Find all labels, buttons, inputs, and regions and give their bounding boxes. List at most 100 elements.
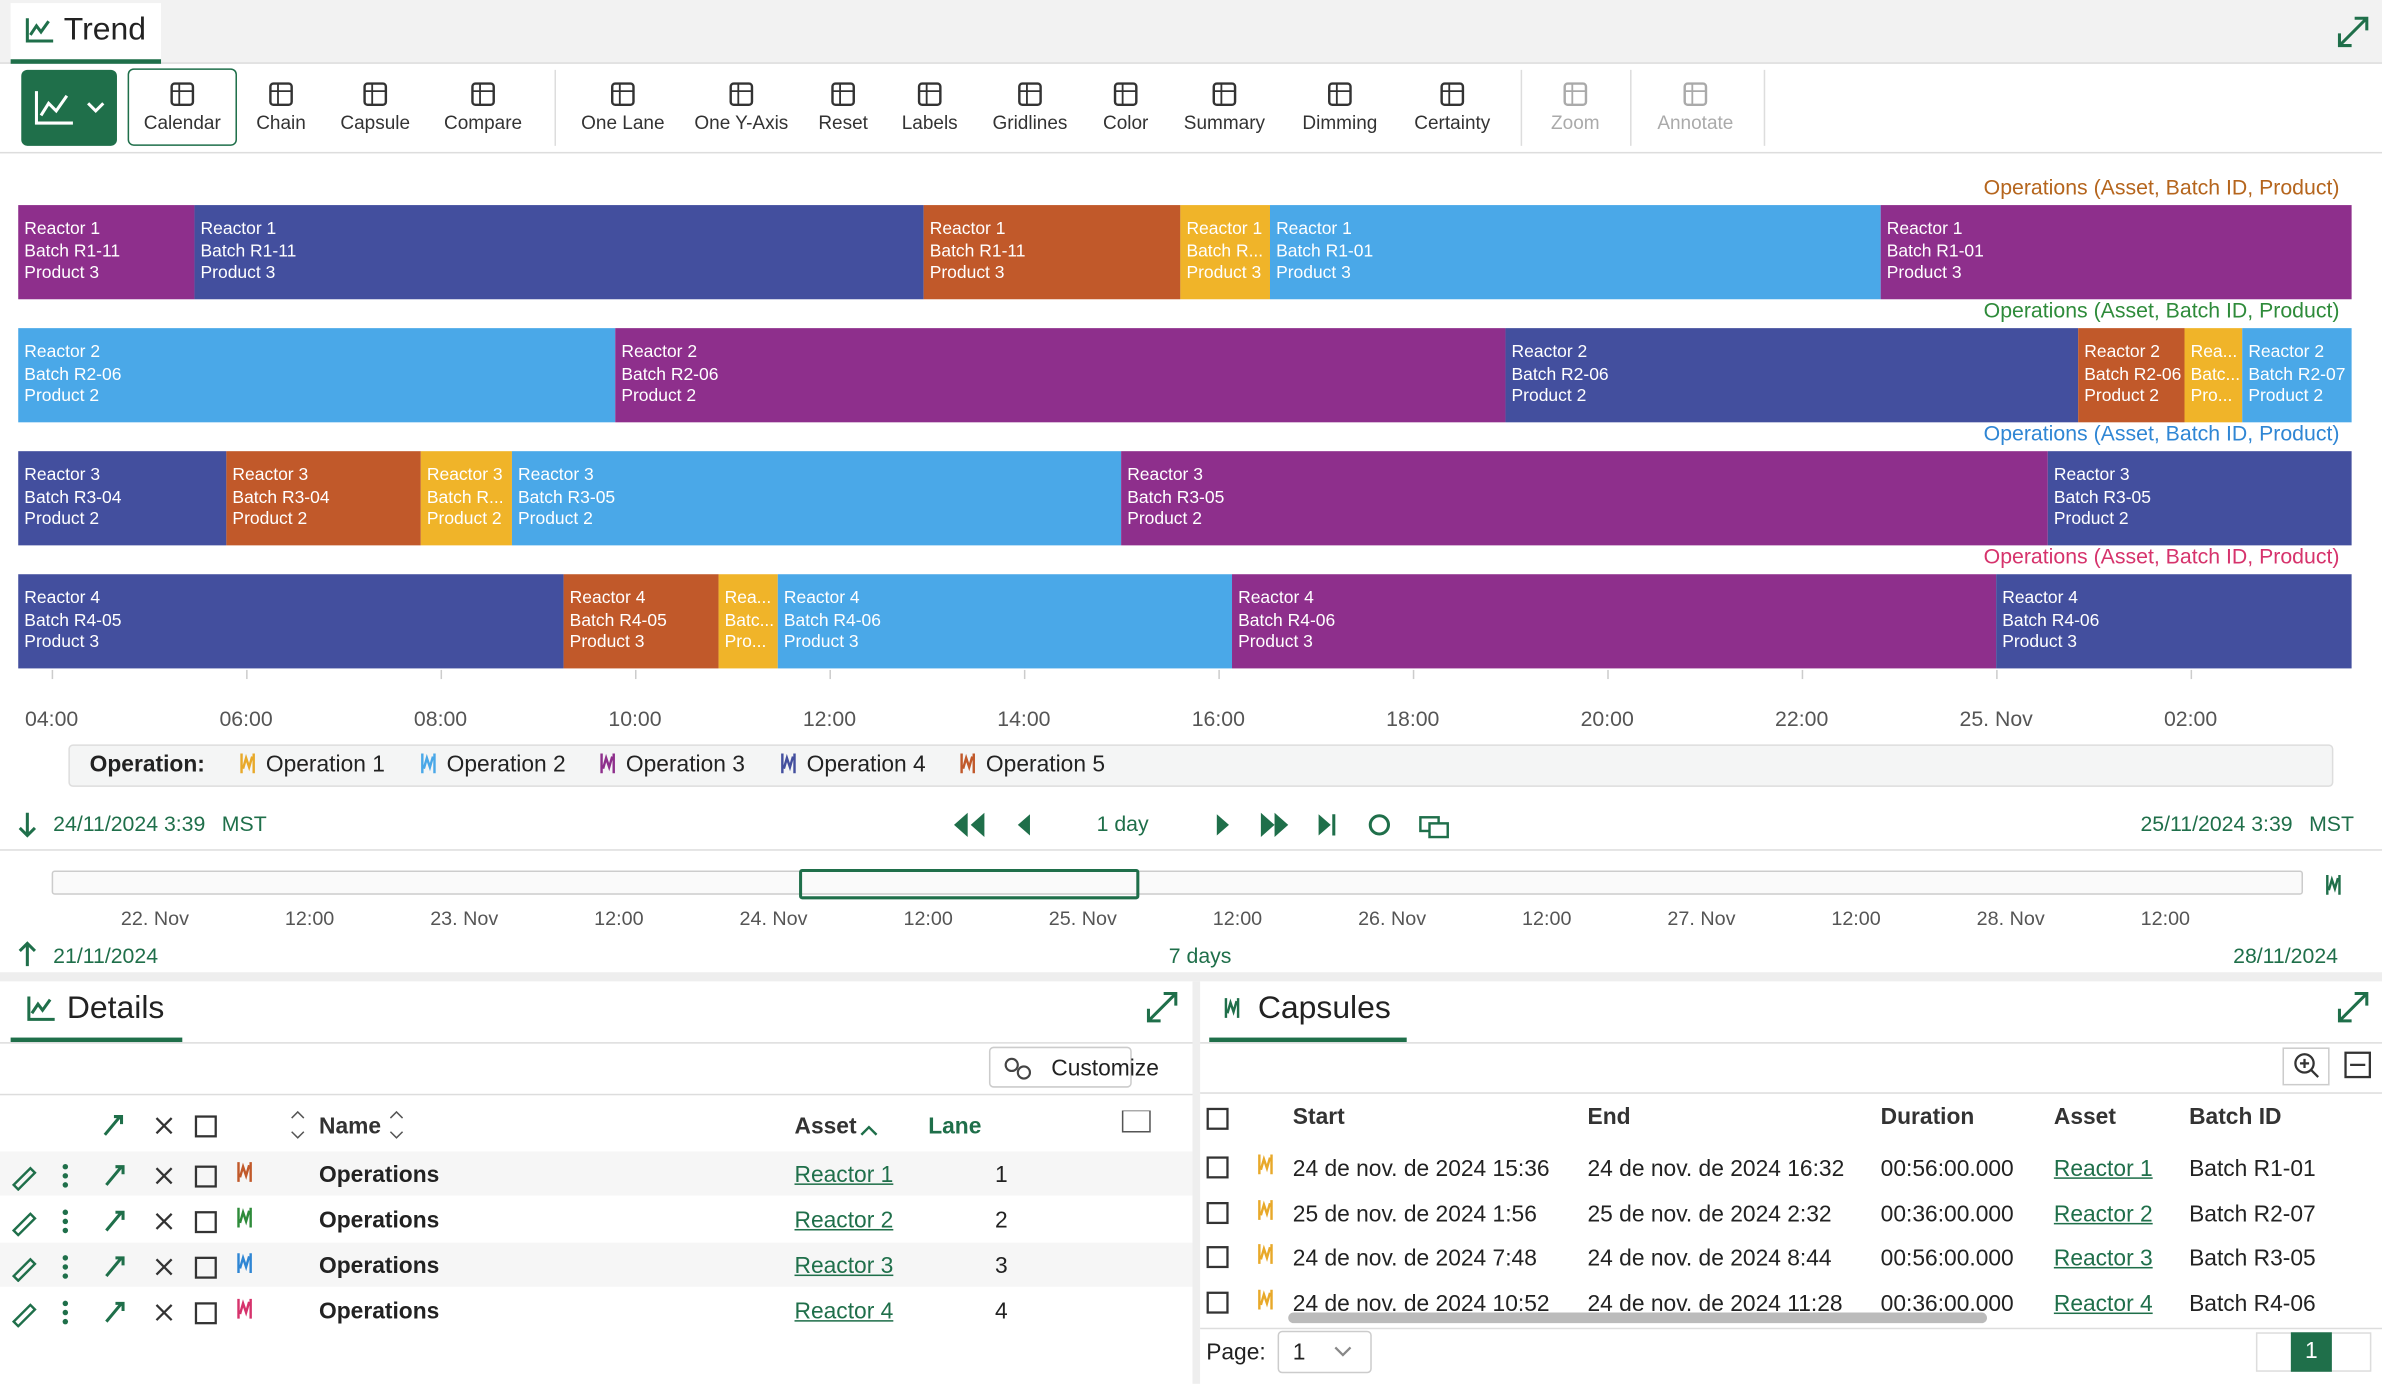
toolbar-button[interactable]: Color <box>1102 112 1149 134</box>
capsule-cell[interactable]: Reactor 4 <box>2053 1290 2153 1317</box>
capsule-bar[interactable]: Reactor 2 Batch R2-06 Product 2 <box>2078 328 2185 423</box>
capsule-cell[interactable]: Reactor 3 <box>2053 1245 2153 1272</box>
column-header[interactable]: Start <box>1292 1104 1345 1131</box>
row-actions[interactable] <box>9 1252 222 1283</box>
row-checkbox[interactable] <box>1206 1156 1230 1180</box>
details-tab[interactable] <box>10 984 183 1043</box>
toolbar-button[interactable]: Compare <box>444 112 523 134</box>
toolbar-button[interactable]: One Y-Axis <box>694 112 789 134</box>
toolbar-icon[interactable] <box>1325 79 1355 109</box>
capsule-cell[interactable]: Reactor 1 <box>2053 1156 2153 1182</box>
chart-type-button[interactable] <box>21 69 117 146</box>
toolbar-icon[interactable] <box>1437 79 1467 109</box>
range-nav-controls[interactable] <box>949 808 1458 844</box>
toolbar-button[interactable]: Annotate <box>1657 112 1734 134</box>
column-header[interactable]: Batch ID <box>2189 1104 2282 1131</box>
capsule-bar[interactable]: Reactor 1 Batch R1-11 Product 3 <box>18 205 195 300</box>
navigator-window[interactable] <box>799 868 1140 900</box>
capsule-bar[interactable]: Reactor 4 Batch R4-05 Product 3 <box>563 574 719 669</box>
legend-entry[interactable]: Operation 5 <box>985 751 1106 778</box>
toolbar-button[interactable]: Dimming <box>1302 112 1378 134</box>
column-header[interactable]: Name <box>319 1113 382 1140</box>
row-asset[interactable]: Reactor 4 <box>794 1298 894 1325</box>
toolbar-icon[interactable] <box>360 79 390 109</box>
toolbar-icon[interactable] <box>266 79 296 109</box>
row-actions[interactable] <box>9 1297 222 1328</box>
toolbar-button[interactable]: One Lane <box>581 112 665 134</box>
page-current[interactable]: 1 <box>2290 1332 2332 1372</box>
row-actions[interactable] <box>9 1206 222 1237</box>
capsule-bar[interactable]: Reactor 2 Batch R2-06 Product 2 <box>615 328 1506 423</box>
capsule-bar[interactable]: Rea... Batc... Pro... <box>718 574 778 669</box>
capsule-bar[interactable]: Reactor 4 Batch R4-06 Product 3 <box>1232 574 1997 669</box>
row-checkbox[interactable] <box>1206 1201 1230 1225</box>
capsule-bar[interactable]: Reactor 2 Batch R2-07 Product 2 <box>2242 328 2352 423</box>
capsule-bar[interactable]: Reactor 1 Batch R1-11 Product 3 <box>923 205 1181 300</box>
capsule-bar[interactable]: Reactor 4 Batch R4-06 Product 3 <box>1996 574 2352 669</box>
capsule-bar[interactable]: Reactor 3 Batch R3-04 Product 2 <box>18 451 227 546</box>
toolbar-button[interactable]: Gridlines <box>992 112 1068 134</box>
toolbar-button[interactable]: Calendar <box>143 112 221 134</box>
capsules-tab[interactable] <box>1209 984 1407 1043</box>
capsule-bar[interactable]: Rea... Batc... Pro... <box>2184 328 2243 423</box>
toolbar-icon[interactable] <box>1015 79 1045 109</box>
capsule-bar[interactable]: Reactor 2 Batch R2-06 Product 2 <box>1505 328 2079 423</box>
toolbar-button[interactable]: Certainty <box>1414 112 1491 134</box>
page-select-value[interactable]: 1 <box>1292 1339 1306 1366</box>
expand-icon[interactable] <box>2336 15 2369 48</box>
column-header[interactable]: End <box>1587 1104 1631 1131</box>
toolbar-button[interactable]: Chain <box>256 112 306 134</box>
column-header[interactable]: Duration <box>1880 1104 1975 1131</box>
capsule-bar[interactable]: Reactor 3 Batch R3-05 Product 2 <box>511 451 1122 546</box>
range-end[interactable]: 25/11/2024 3:39 <box>2140 811 2293 836</box>
toolbar-icon[interactable] <box>1110 79 1140 109</box>
navigator-end[interactable]: 28/11/2024 <box>2233 943 2338 968</box>
toolbar-icon[interactable] <box>167 79 197 109</box>
capsule-bar[interactable]: Reactor 4 Batch R4-05 Product 3 <box>18 574 564 669</box>
capsule-bar[interactable]: Reactor 4 Batch R4-06 Product 3 <box>777 574 1233 669</box>
toolbar-button[interactable]: Capsule <box>340 112 411 134</box>
row-checkbox[interactable] <box>1206 1246 1230 1270</box>
header-checkbox[interactable] <box>1206 1107 1230 1131</box>
toolbar-button[interactable]: Zoom <box>1551 112 1600 134</box>
toolbar-icon[interactable] <box>726 79 756 109</box>
toolbar-button[interactable]: Reset <box>818 112 868 134</box>
page-select[interactable] <box>1277 1330 1372 1374</box>
toolbar-button[interactable]: Summary <box>1183 112 1266 134</box>
legend-entry[interactable]: Operation 2 <box>446 751 566 778</box>
capsule-bar[interactable]: Reactor 3 Batch R3-04 Product 2 <box>226 451 421 546</box>
row-checkbox[interactable] <box>1206 1290 1230 1315</box>
capsules-tools[interactable] <box>2282 1047 2382 1086</box>
capsule-bar[interactable]: Reactor 2 Batch R2-06 Product 2 <box>18 328 616 423</box>
toolbar-icon[interactable] <box>468 79 498 109</box>
capsule-bar[interactable]: Reactor 1 Batch R1-01 Product 3 <box>1880 205 2352 300</box>
details-expand[interactable] <box>1145 990 1178 1023</box>
toolbar-icon[interactable] <box>1209 79 1239 109</box>
capsule-bar[interactable]: Reactor 3 Batch R... Product 2 <box>420 451 512 546</box>
row-asset[interactable]: Reactor 2 <box>794 1207 894 1234</box>
capsule-bar[interactable]: Reactor 1 Batch R1-01 Product 3 <box>1269 205 1881 300</box>
toolbar-icon[interactable] <box>828 79 858 109</box>
toolbar-icon[interactable] <box>1560 79 1590 109</box>
toolbar-icon[interactable] <box>608 79 638 109</box>
capsule-cell[interactable]: Reactor 2 <box>2053 1200 2153 1227</box>
column-header[interactable]: Lane <box>928 1113 982 1140</box>
legend-entry[interactable]: Operation 1 <box>265 751 385 778</box>
column-header[interactable]: Asset <box>794 1113 857 1140</box>
row-asset[interactable]: Reactor 1 <box>794 1162 894 1188</box>
capsule-bar[interactable]: Reactor 3 Batch R3-05 Product 2 <box>1121 451 2048 546</box>
row-asset[interactable]: Reactor 3 <box>794 1253 894 1280</box>
capsule-bar[interactable]: Reactor 1 Batch R1-11 Product 3 <box>194 205 924 300</box>
capsule-bar[interactable]: Reactor 3 Batch R3-05 Product 2 <box>2047 451 2352 546</box>
toolbar-icon[interactable] <box>1680 79 1710 109</box>
trend-tab[interactable]: Trend <box>10 3 162 64</box>
row-actions[interactable] <box>9 1161 222 1191</box>
toolbar-icon[interactable] <box>915 79 945 109</box>
range-duration[interactable]: 1 day <box>1096 811 1149 836</box>
legend-entry[interactable]: Operation 3 <box>625 751 745 778</box>
navigator-start[interactable]: 21/11/2024 <box>53 943 159 968</box>
toolbar-button[interactable]: Labels <box>901 112 958 134</box>
customize-button[interactable] <box>988 1046 1132 1088</box>
capsule-bar[interactable]: Reactor 1 Batch R... Product 3 <box>1180 205 1270 300</box>
customize-label[interactable]: Customize <box>1051 1055 1159 1082</box>
